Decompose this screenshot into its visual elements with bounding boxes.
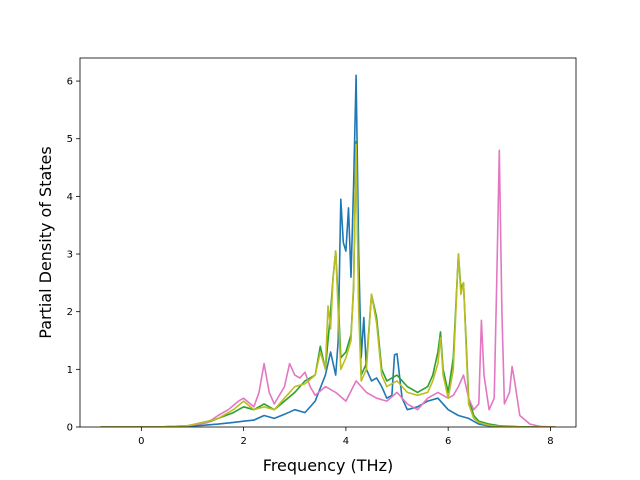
axes-frame (79, 57, 577, 428)
x-tick-label: 8 (547, 436, 553, 447)
plot-area (79, 57, 577, 428)
x-axis-ticks: 0 2 4 6 8 (138, 427, 554, 447)
series-line-3 (100, 149, 556, 427)
y-axis-label: Partial Density of States (36, 146, 55, 338)
y-axis-ticks: 0 1 2 3 4 5 6 (67, 77, 80, 434)
y-tick-label: 2 (67, 307, 73, 318)
x-tick-label: 4 (343, 436, 349, 447)
y-tick-label: 5 (67, 134, 73, 145)
series-layer (100, 74, 556, 427)
x-axis-label: Frequency (THz) (263, 456, 393, 475)
x-tick-label: 0 (138, 436, 144, 447)
series-line-1 (100, 74, 556, 427)
x-tick-label: 6 (445, 436, 451, 447)
y-tick-label: 6 (67, 77, 73, 88)
y-tick-label: 3 (67, 250, 73, 261)
series-line-4 (100, 143, 556, 427)
x-tick-label: 2 (240, 436, 246, 447)
y-tick-label: 1 (67, 365, 73, 376)
y-tick-label: 4 (67, 192, 73, 203)
y-tick-label: 0 (67, 423, 73, 434)
